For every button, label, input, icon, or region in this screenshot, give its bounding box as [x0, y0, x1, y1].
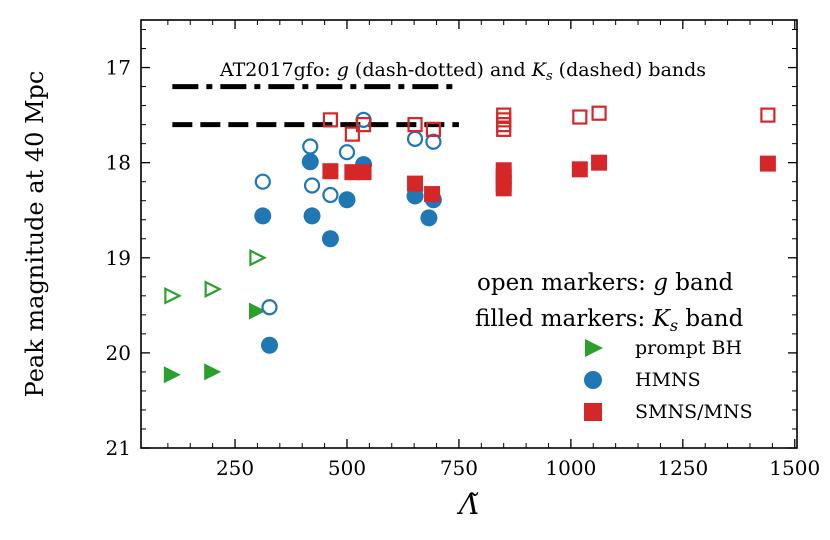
hmns-g-band-point [302, 138, 319, 155]
smns-mns-ks-band-point [759, 155, 776, 172]
y-axis-label: Peak magnitude at 40 Mpc [21, 71, 49, 398]
plot-content [163, 84, 776, 384]
hmns-g-band-point [406, 130, 424, 147]
smns-mns-g-band-point [425, 121, 442, 137]
smns-mns-g-band-point [355, 117, 372, 133]
x-tick-label: 1250 [657, 456, 708, 480]
y-tick-label: 18 [106, 151, 131, 175]
hmns-ks-band-point [321, 230, 339, 248]
hmns-g-band-point [303, 177, 321, 194]
hmns-g-band-point [261, 299, 278, 316]
hmns-ks-band-point [338, 191, 356, 209]
smns-mns-ks-band-point [424, 186, 441, 203]
smns-mns-g-band-point [496, 112, 512, 128]
hmns-ks-band-point [420, 209, 438, 227]
legend-entry-smns-mns: SMNS/MNS [584, 401, 753, 423]
plot-frame [140, 19, 798, 449]
x-tick-label: 250 [216, 456, 254, 480]
legend: prompt BH HMNS SMNS/MNS [584, 337, 753, 423]
legend-label-hmns: HMNS [635, 369, 701, 391]
reference-lines [172, 84, 459, 128]
x-tick-label: 1000 [545, 456, 596, 480]
legend-entry-prompt-bh: prompt BH [585, 337, 742, 359]
legend-triangle-marker [585, 339, 603, 357]
prompt-bh-g-band-point [249, 248, 267, 267]
prompt-bh-g-band-point [164, 287, 182, 305]
smns-mns-ks-band-point [407, 175, 424, 192]
legend-label-smns-mns: SMNS/MNS [635, 401, 753, 423]
hmns-ks-band-point [301, 153, 319, 171]
hmns-ks-band-point [406, 187, 424, 205]
smns-mns-ks-band-point [591, 154, 608, 171]
y-tick-label: 19 [106, 246, 131, 270]
hmns-g-band-point [338, 144, 356, 161]
data-markers [163, 105, 776, 384]
hmns-g-band-point [322, 186, 339, 204]
y-tick-label: 21 [106, 436, 131, 460]
legend-label-prompt-bh: prompt BH [635, 337, 742, 359]
x-tick-label: 1500 [769, 456, 820, 480]
smns-mns-g-band-point [496, 121, 512, 137]
open-markers-note: open markers: g band [477, 270, 734, 296]
hmns-ks-band-point [261, 336, 279, 354]
smns-mns-g-band-point [760, 107, 776, 123]
x-tick-label: 500 [328, 456, 366, 480]
hmns-g-band-point [254, 173, 271, 190]
legend-entry-hmns: HMNS [584, 369, 701, 391]
legend-circle-marker [584, 371, 602, 389]
smns-mns-g-band-point [591, 105, 607, 121]
prompt-bh-ks-band-point [163, 366, 181, 384]
smns-mns-g-band-point [496, 107, 512, 123]
smns-mns-g-band-point [407, 117, 423, 133]
hmns-g-band-point [425, 133, 442, 150]
reference-lines-annotation: AT2017gfo: g (dash-dotted) and Ks (dashe… [219, 59, 706, 84]
prompt-bh-ks-band-point [204, 363, 222, 381]
x-tick-label: 750 [440, 456, 478, 480]
smns-mns-ks-band-point [322, 163, 339, 180]
smns-mns-g-band-point [572, 109, 588, 125]
smns-mns-ks-band-point [495, 180, 512, 197]
hmns-ks-band-point [254, 207, 272, 225]
filled-markers-note: filled markers: Ks band [475, 306, 744, 335]
axis-ticks [141, 20, 797, 449]
prompt-bh-g-band-point [204, 280, 223, 298]
hmns-g-band-point [355, 111, 372, 128]
smns-mns-ks-band-point [571, 161, 588, 178]
prompt-bh-ks-band-point [248, 302, 266, 320]
smns-mns-ks-band-point [355, 164, 372, 181]
smns-mns-g-band-point [496, 117, 512, 133]
hmns-ks-band-point [303, 207, 321, 225]
smns-mns-g-band-point [322, 112, 339, 128]
tick-labels: 250 500 750 1000 1250 1500 17 18 19 20 21 [106, 56, 821, 480]
y-tick-label: 17 [106, 56, 131, 80]
y-tick-label: 20 [106, 341, 131, 365]
x-axis-label: Λ̃ [456, 488, 479, 521]
legend-square-marker [584, 403, 602, 421]
smns-mns-g-band-point [344, 126, 360, 142]
